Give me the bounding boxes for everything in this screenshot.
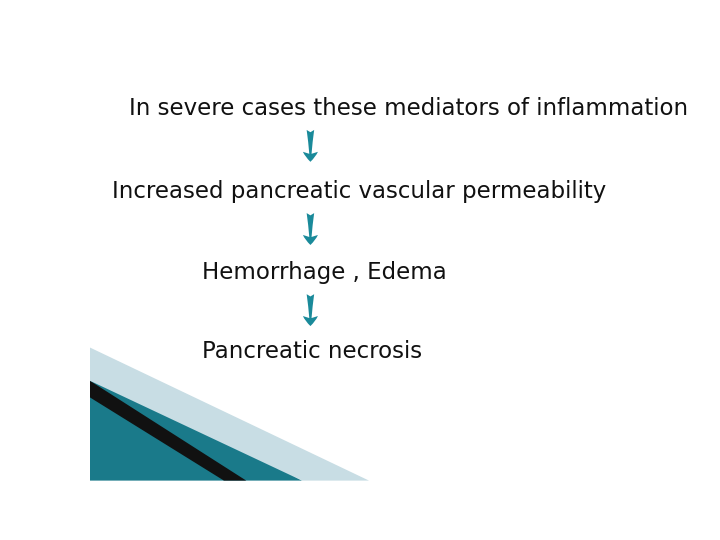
Polygon shape — [90, 364, 302, 481]
Polygon shape — [90, 348, 369, 481]
Polygon shape — [90, 381, 246, 481]
Text: Pancreatic necrosis: Pancreatic necrosis — [202, 340, 422, 363]
Text: Hemorrhage , Edema: Hemorrhage , Edema — [202, 261, 446, 284]
Text: In severe cases these mediators of inflammation: In severe cases these mediators of infla… — [129, 97, 688, 120]
Text: Increased pancreatic vascular permeability: Increased pancreatic vascular permeabili… — [112, 180, 606, 203]
